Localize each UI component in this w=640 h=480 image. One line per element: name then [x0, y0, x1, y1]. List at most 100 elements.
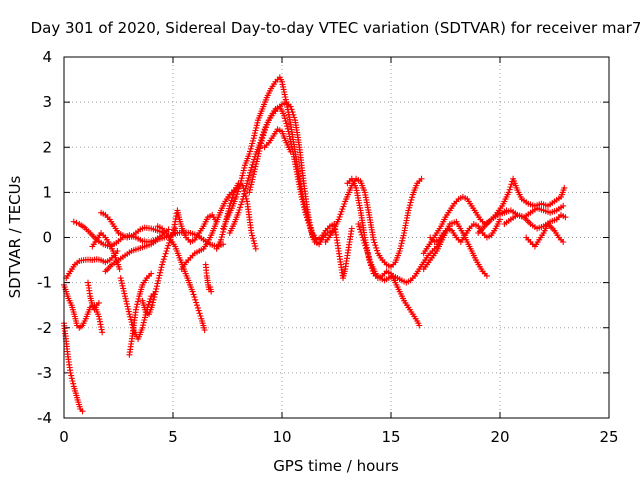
data-point	[290, 111, 297, 118]
data-point	[154, 280, 161, 287]
x-axis-label: GPS time / hours	[273, 457, 399, 475]
data-point	[196, 310, 203, 317]
y-axis-label: SDTVAR / TECUs	[6, 175, 24, 298]
data-point	[360, 237, 367, 244]
y-tick-label: 0	[42, 229, 52, 247]
data-point	[156, 272, 163, 279]
data-point	[79, 408, 86, 415]
data-point	[340, 203, 347, 210]
data-point	[560, 202, 567, 209]
data-point	[255, 153, 261, 160]
y-tick-label: 4	[42, 48, 52, 66]
data-point	[241, 190, 248, 197]
data-point	[242, 185, 249, 192]
data-point	[195, 307, 202, 314]
data-point	[151, 291, 158, 298]
data-point	[301, 206, 308, 213]
series-arc-w	[344, 175, 423, 329]
data-point	[409, 194, 416, 201]
data-point	[235, 185, 242, 192]
data-point	[244, 177, 251, 184]
y-tick-label: -4	[37, 409, 52, 427]
data-point	[252, 163, 259, 170]
data-point	[238, 175, 245, 182]
data-point	[158, 264, 165, 271]
data-point	[134, 298, 141, 305]
data-point	[398, 240, 405, 247]
data-point	[247, 145, 254, 152]
series-arc-ac	[492, 175, 568, 218]
data-point	[248, 143, 255, 150]
data-point	[287, 148, 294, 155]
plot-frame	[63, 56, 610, 419]
data-point	[159, 261, 166, 268]
data-point	[407, 199, 414, 206]
data-point	[308, 228, 315, 235]
data-point	[70, 380, 77, 387]
data-point	[300, 201, 307, 208]
data-point	[370, 236, 377, 243]
data-point	[505, 189, 512, 196]
data-point	[237, 204, 244, 211]
data-point	[126, 311, 133, 318]
data-point	[357, 229, 364, 236]
data-point	[284, 123, 291, 130]
data-point	[359, 234, 366, 241]
data-point	[254, 155, 261, 162]
data-point	[406, 202, 413, 209]
data-point	[120, 288, 127, 294]
data-point	[246, 189, 253, 196]
data-point	[364, 250, 371, 257]
y-axis-tick-labels: -4 -3 -2 -1 0 1 2 3 4	[37, 48, 52, 427]
data-point	[364, 248, 370, 254]
data-point	[256, 148, 263, 155]
data-point	[400, 232, 407, 239]
data-point	[303, 214, 310, 221]
data-point	[355, 221, 362, 227]
data-point	[201, 327, 208, 333]
data-point	[507, 184, 514, 190]
data-point	[192, 296, 199, 303]
data-point	[246, 172, 253, 179]
data-point	[122, 295, 129, 302]
y-tick-label: 2	[42, 138, 52, 156]
series-arc-ad	[501, 211, 569, 232]
data-point	[124, 303, 131, 310]
series-arc-v	[331, 221, 355, 282]
x-tick-label: 0	[59, 428, 69, 446]
data-point	[252, 245, 259, 252]
data-point	[497, 216, 503, 223]
data-point	[310, 233, 316, 240]
chart-title: Day 301 of 2020, Sidereal Day-to-day VTE…	[31, 19, 640, 37]
data-point	[140, 319, 147, 326]
data-point	[250, 171, 257, 178]
data-point	[367, 258, 374, 265]
y-tick-label: -1	[37, 274, 52, 292]
data-point	[262, 127, 268, 134]
data-point	[506, 186, 513, 193]
data-point	[117, 275, 124, 282]
data-point	[251, 130, 258, 137]
data-point	[246, 151, 253, 157]
series-arc-g	[89, 230, 123, 273]
data-point	[374, 247, 380, 254]
data-point	[123, 298, 130, 305]
data-point	[299, 199, 306, 205]
data-point	[116, 266, 123, 273]
data-point	[99, 329, 106, 336]
y-tick-label: 1	[42, 183, 52, 201]
data-point	[305, 220, 312, 227]
data-point	[371, 239, 378, 246]
data-point	[218, 236, 224, 243]
x-tick-label: 15	[381, 428, 400, 446]
data-point	[148, 270, 155, 277]
data-point	[362, 242, 369, 249]
data-point	[73, 219, 80, 226]
series-trace	[157, 225, 206, 331]
series-arc-i	[117, 275, 159, 342]
data-point	[254, 119, 261, 126]
data-point	[235, 188, 241, 195]
data-point	[236, 183, 243, 190]
data-point	[190, 291, 197, 298]
data-point	[157, 269, 164, 276]
